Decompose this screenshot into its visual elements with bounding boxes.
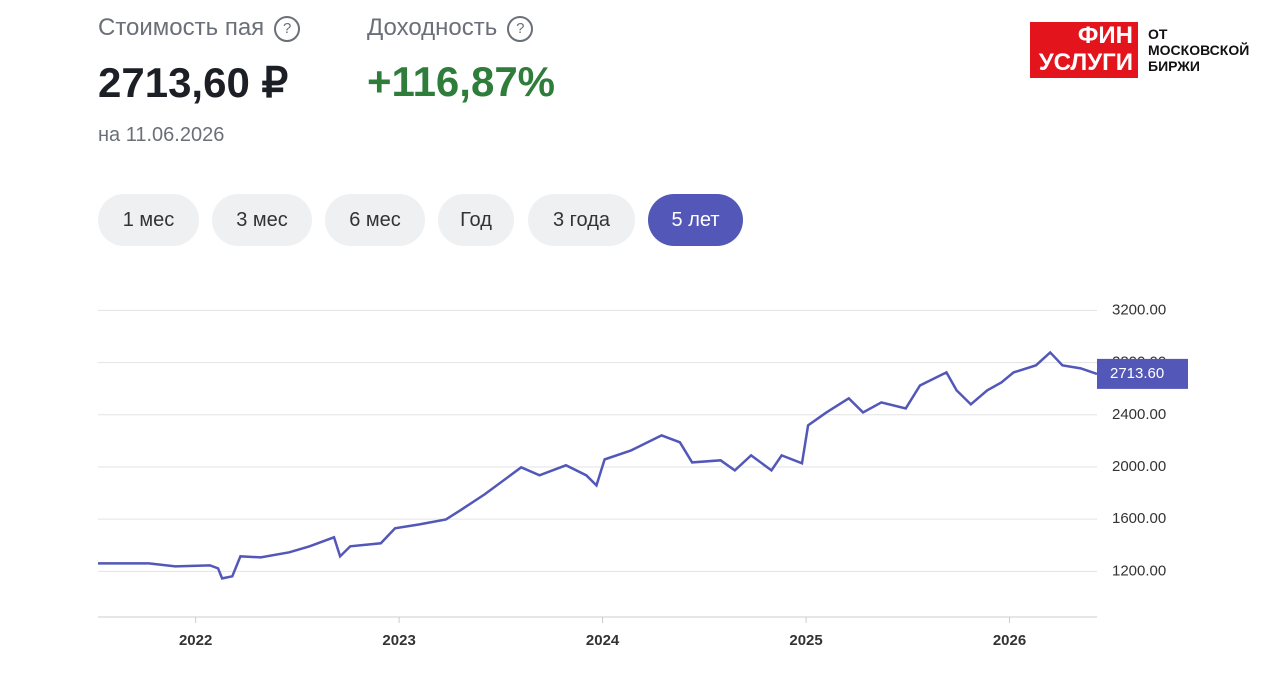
price-title: Стоимость пая [98, 14, 265, 41]
yield-title: Доходность [367, 14, 498, 41]
logo-text: МОСКОВСКОЙ [1148, 42, 1250, 58]
x-tick-label: 2023 [382, 632, 415, 649]
y-tick-label: 1200.00 [1112, 562, 1166, 579]
logo-text: ОТ [1148, 26, 1168, 42]
y-tick-label: 1600.00 [1112, 510, 1166, 527]
price: 2713,60 ₽ [98, 59, 289, 106]
help-icon[interactable]: ? [274, 15, 301, 42]
y-tick-label: 2000.00 [1112, 458, 1166, 475]
x-tick-label: 2025 [789, 632, 822, 649]
logo-text: БИРЖИ [1148, 58, 1200, 74]
help-icon[interactable]: ? [507, 15, 534, 42]
period-button[interactable]: Год [438, 194, 514, 246]
current-value-badge [1097, 358, 1188, 389]
y-tick-label: 2400.00 [1112, 406, 1166, 423]
x-tick-label: 2022 [179, 632, 212, 649]
logo-text: ФИН [1077, 22, 1133, 49]
period-button[interactable]: 6 мес [325, 194, 425, 246]
period-button-active[interactable]: 5 лет [648, 194, 743, 246]
logo-text: УСЛУГИ [1038, 49, 1133, 76]
x-tick-label: 2026 [993, 632, 1026, 649]
yield-title-row: Доходность? [367, 14, 534, 42]
logo-sub: ОТ МОСКОВСКОЙ БИРЖИ [1148, 26, 1249, 74]
date: на 11.06.2026 [98, 124, 225, 146]
period-button[interactable]: 3 года [528, 194, 635, 246]
line [98, 350, 1098, 580]
period-button[interactable]: 3 мес [212, 194, 312, 246]
current-value-label: 2713.60 [1110, 365, 1164, 382]
x-tick-label: 2024 [586, 632, 620, 649]
y-tick-label: 3200.00 [1112, 301, 1166, 318]
period-button[interactable]: 1 мес [98, 194, 199, 246]
price-title-row: Стоимость пая? [98, 14, 301, 42]
logo: ФИН УСЛУГИ [1030, 22, 1138, 78]
yield: +116,87% [367, 58, 556, 105]
